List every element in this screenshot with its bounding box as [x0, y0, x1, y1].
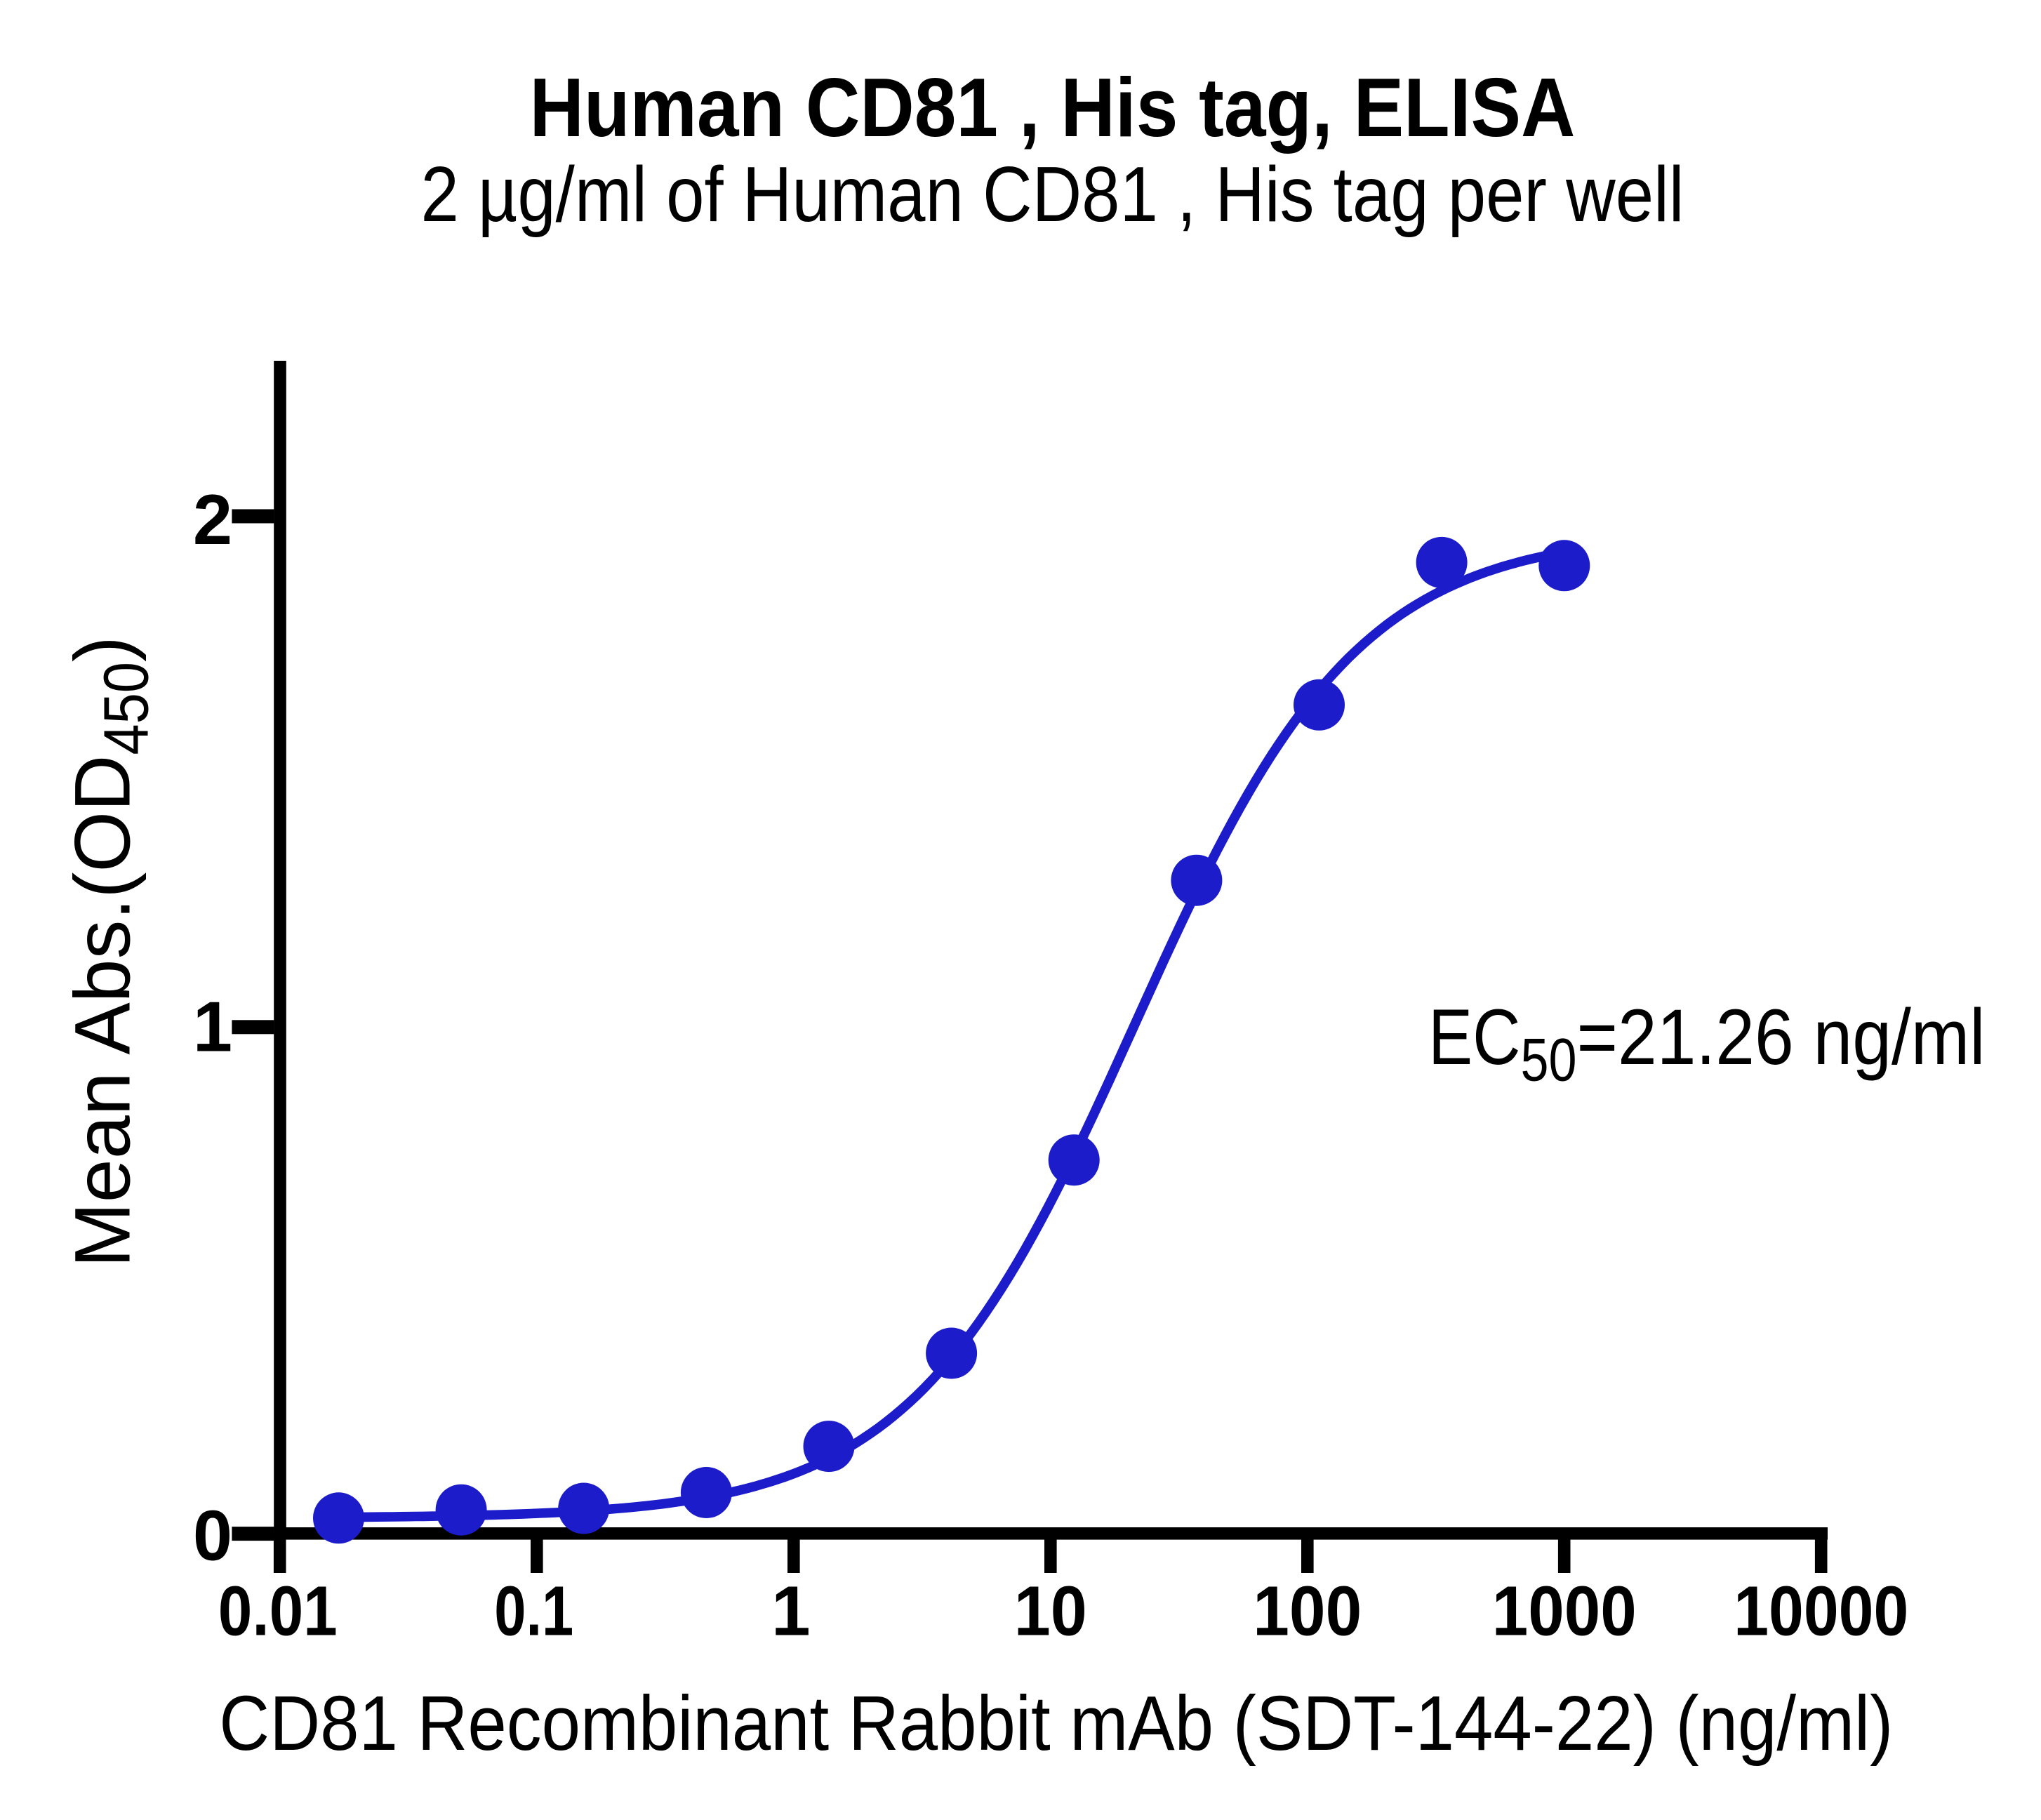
svg-text:450: 450 [91, 662, 161, 755]
svg-text:): ) [58, 636, 146, 662]
svg-text:2 µg/ml of Human CD81 , His ta: 2 µg/ml of Human CD81 , His tag per well [421, 151, 1684, 238]
svg-text:1: 1 [193, 988, 232, 1067]
svg-text:=21.26 ng/ml: =21.26 ng/ml [1577, 993, 1986, 1081]
svg-text:100: 100 [1253, 1572, 1362, 1651]
svg-text:Mean Abs.(OD: Mean Abs.(OD [58, 755, 146, 1268]
svg-text:0.1: 0.1 [494, 1572, 573, 1651]
svg-text:0.01: 0.01 [218, 1572, 338, 1651]
svg-text:10000: 10000 [1734, 1572, 1908, 1651]
svg-text:1: 1 [771, 1572, 811, 1651]
svg-text:2: 2 [193, 481, 232, 559]
svg-text:0: 0 [193, 1497, 232, 1576]
svg-text:Human CD81 , His tag, ELISA: Human CD81 , His tag, ELISA [530, 61, 1576, 154]
svg-text:10: 10 [1014, 1572, 1087, 1651]
svg-text:50: 50 [1521, 1027, 1577, 1094]
svg-text:EC: EC [1428, 993, 1521, 1081]
svg-text:CD81 Recombinant Rabbit mAb (S: CD81 Recombinant Rabbit mAb (SDT-144-22)… [219, 1680, 1893, 1767]
svg-text:1000: 1000 [1492, 1572, 1637, 1651]
